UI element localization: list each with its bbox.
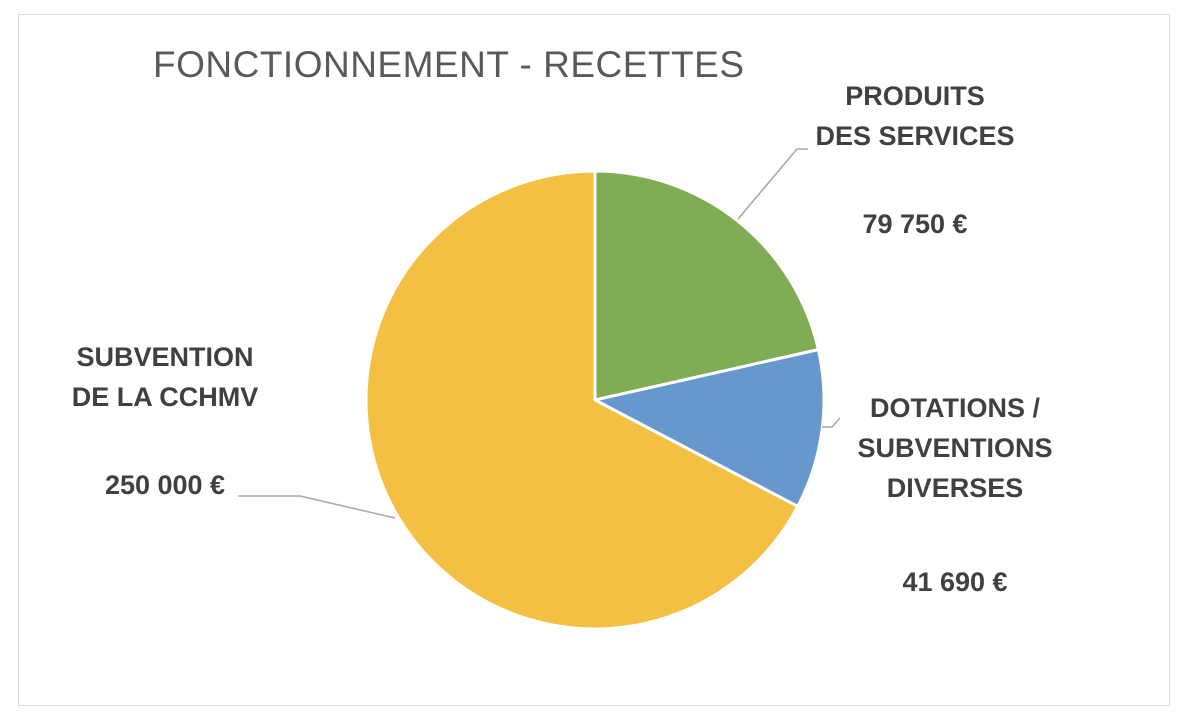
pie-slice-subvention — [364, 169, 800, 631]
pie-slice-dotations — [593, 348, 826, 508]
slice-value-subvention: 250 000 € — [104, 470, 226, 500]
slice-label-dotations: DOTATIONS / SUBVENTIONS DIVERSES — [845, 388, 1065, 508]
leader-line — [737, 148, 808, 220]
slice-label-line: DOTATIONS / — [870, 393, 1040, 423]
pie-slice-produits — [593, 169, 820, 402]
slice-label-line: DES SERVICES — [815, 121, 1015, 151]
slice-label-line: SUBVENTION — [76, 342, 254, 372]
slice-label-produits: PRODUITS DES SERVICES — [810, 76, 1020, 156]
slice-value-produits: 79 750 € — [862, 209, 968, 239]
slice-label-line: PRODUITS — [845, 81, 985, 111]
leader-line — [822, 417, 841, 428]
slice-label-subvention: SUBVENTION DE LA CCHMV — [50, 337, 280, 417]
slice-label-line: DE LA CCHMV — [71, 382, 259, 412]
slice-value-dotations: 41 690 € — [902, 567, 1008, 597]
chart-title: FONCTIONNEMENT - RECETTES — [153, 44, 745, 85]
slice-label-line: DIVERSES — [886, 473, 1024, 503]
slice-label-line: SUBVENTIONS — [857, 433, 1053, 463]
leader-line — [238, 495, 396, 519]
